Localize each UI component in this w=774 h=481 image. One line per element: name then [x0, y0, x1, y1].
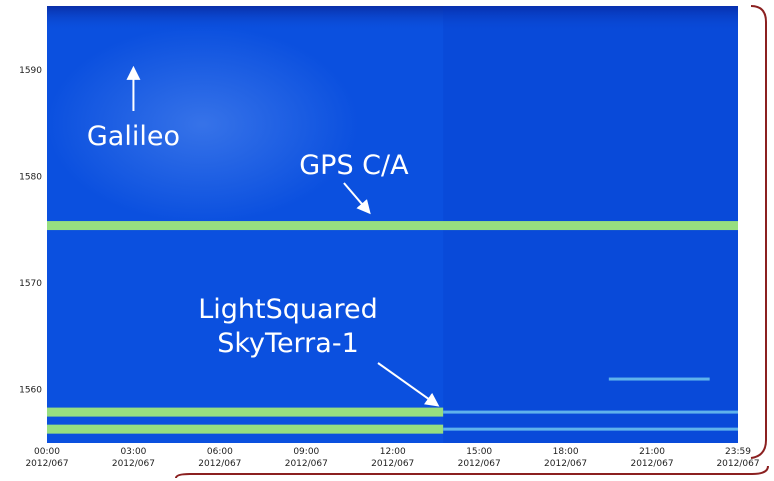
x-tick-date: 2012/067 — [198, 459, 241, 469]
lightsquared-arrow — [377, 362, 440, 407]
plot-top-shade — [47, 6, 738, 32]
x-tick-date: 2012/067 — [458, 459, 501, 469]
x-tick-date: 2012/067 — [630, 459, 673, 469]
x-tick-label: 09:00 — [293, 447, 319, 457]
y-tick-label: 1580 — [19, 173, 42, 183]
signal-band — [443, 427, 738, 431]
x-tick-date: 2012/067 — [285, 459, 328, 469]
y-axis-ticks: 1560 1570 1580 1590 — [19, 66, 42, 396]
signal-bands — [47, 221, 738, 434]
plot-area — [47, 6, 738, 443]
y-tick-label: 1590 — [19, 66, 42, 76]
galileo-label: Galileo — [87, 121, 180, 152]
signal-band — [443, 410, 738, 414]
x-tick-label: 12:00 — [380, 447, 406, 457]
plot-haze-left — [47, 26, 358, 223]
x-tick-label: 21:00 — [639, 447, 665, 457]
x-tick-label: 00:00 — [34, 447, 60, 457]
right-bracket — [750, 5, 767, 459]
x-axis-ticks: 00:00 2012/067 03:00 2012/067 06:00 2012/067 0… — [25, 447, 759, 469]
x-tick-label: 06:00 — [207, 447, 233, 457]
x-tick-date: 2012/067 — [25, 459, 68, 469]
signal-band — [47, 407, 444, 417]
x-tick-date: 2012/067 — [716, 459, 759, 469]
signal-band — [47, 221, 738, 231]
lightsquared-label: LightSquared — [198, 294, 378, 325]
gps-ca-arrow — [343, 182, 371, 215]
gps-ca-label: GPS C/A — [299, 150, 409, 181]
signal-band — [47, 424, 444, 434]
x-tick-date: 2012/067 — [544, 459, 587, 469]
y-tick-label: 1570 — [19, 279, 42, 289]
x-tick-date: 2012/067 — [112, 459, 155, 469]
x-tick-label: 15:00 — [466, 447, 492, 457]
x-tick-label: 23:59 — [725, 447, 751, 457]
bottom-bracket — [175, 465, 769, 481]
x-tick-label: 18:00 — [553, 447, 579, 457]
x-tick-label: 03:00 — [120, 447, 146, 457]
x-tick-date: 2012/067 — [371, 459, 414, 469]
signal-band — [608, 377, 710, 381]
y-tick-label: 1560 — [19, 386, 42, 396]
lightsquared-label: SkyTerra-1 — [217, 328, 359, 359]
